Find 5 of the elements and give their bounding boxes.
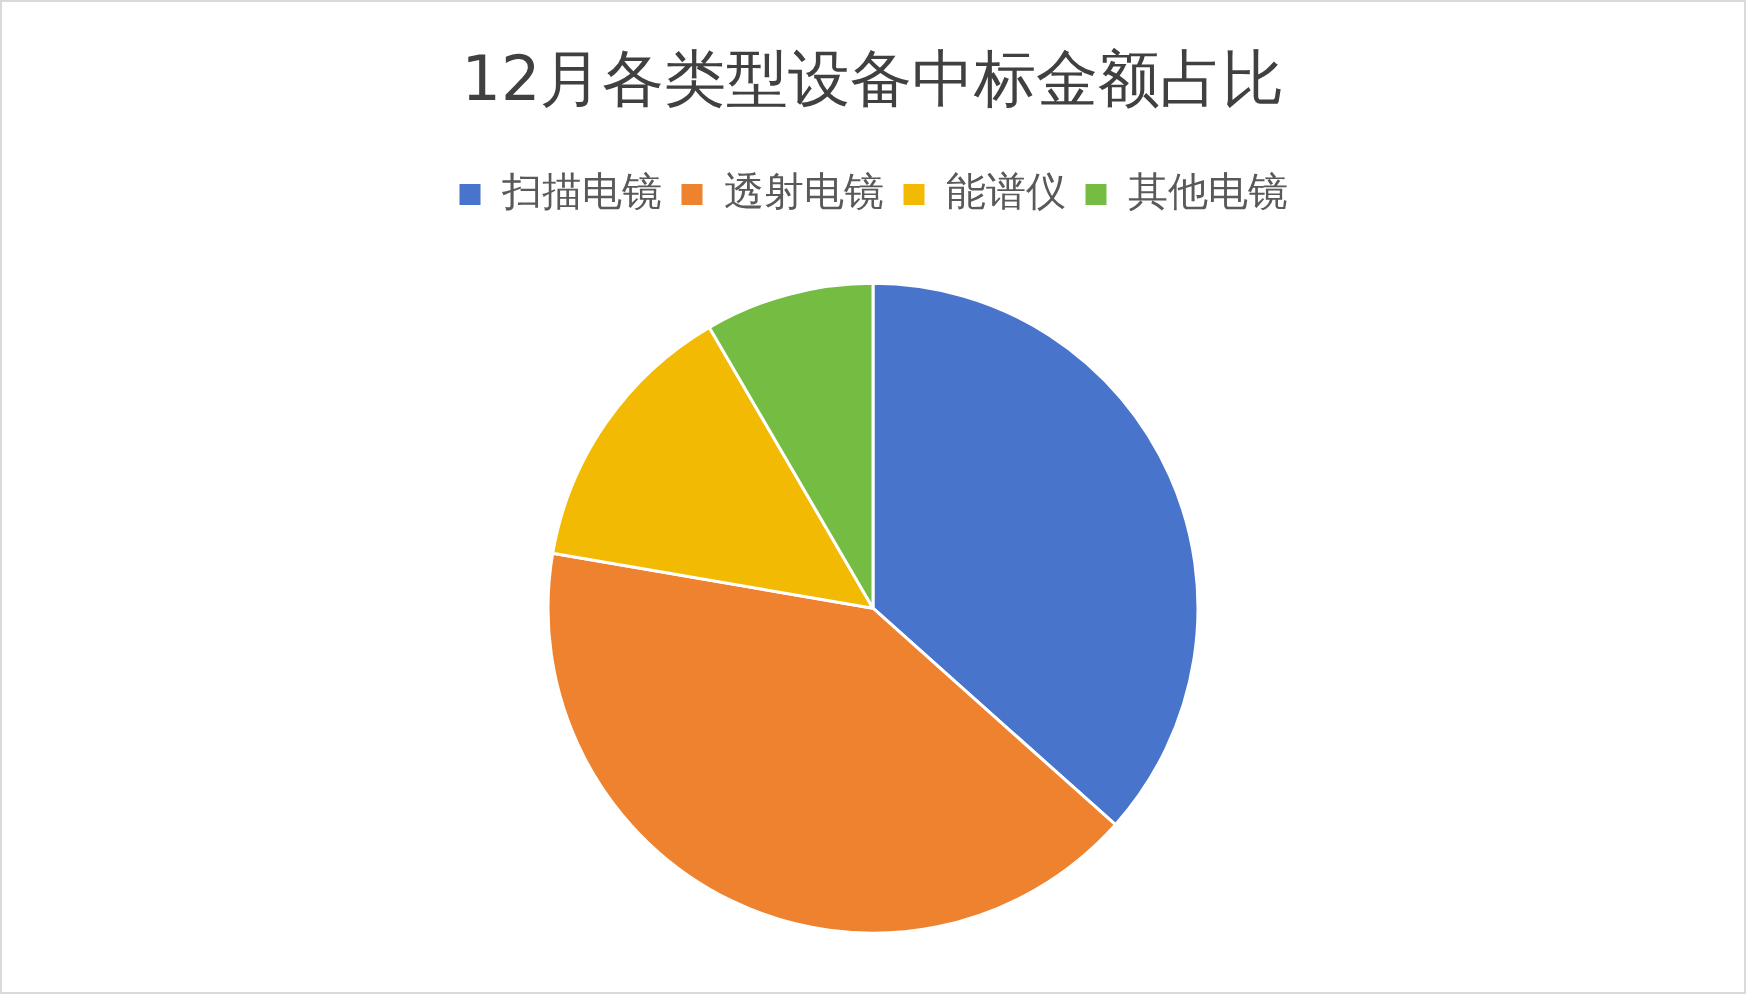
chart-title: 12月各类型设备中标金额占比 <box>461 42 1285 116</box>
legend-label: 能谱仪 <box>946 167 1066 214</box>
legend-label: 透射电镜 <box>724 167 884 214</box>
legend-label: 其他电镜 <box>1128 167 1288 214</box>
legend-label: 扫描电镜 <box>501 167 662 214</box>
